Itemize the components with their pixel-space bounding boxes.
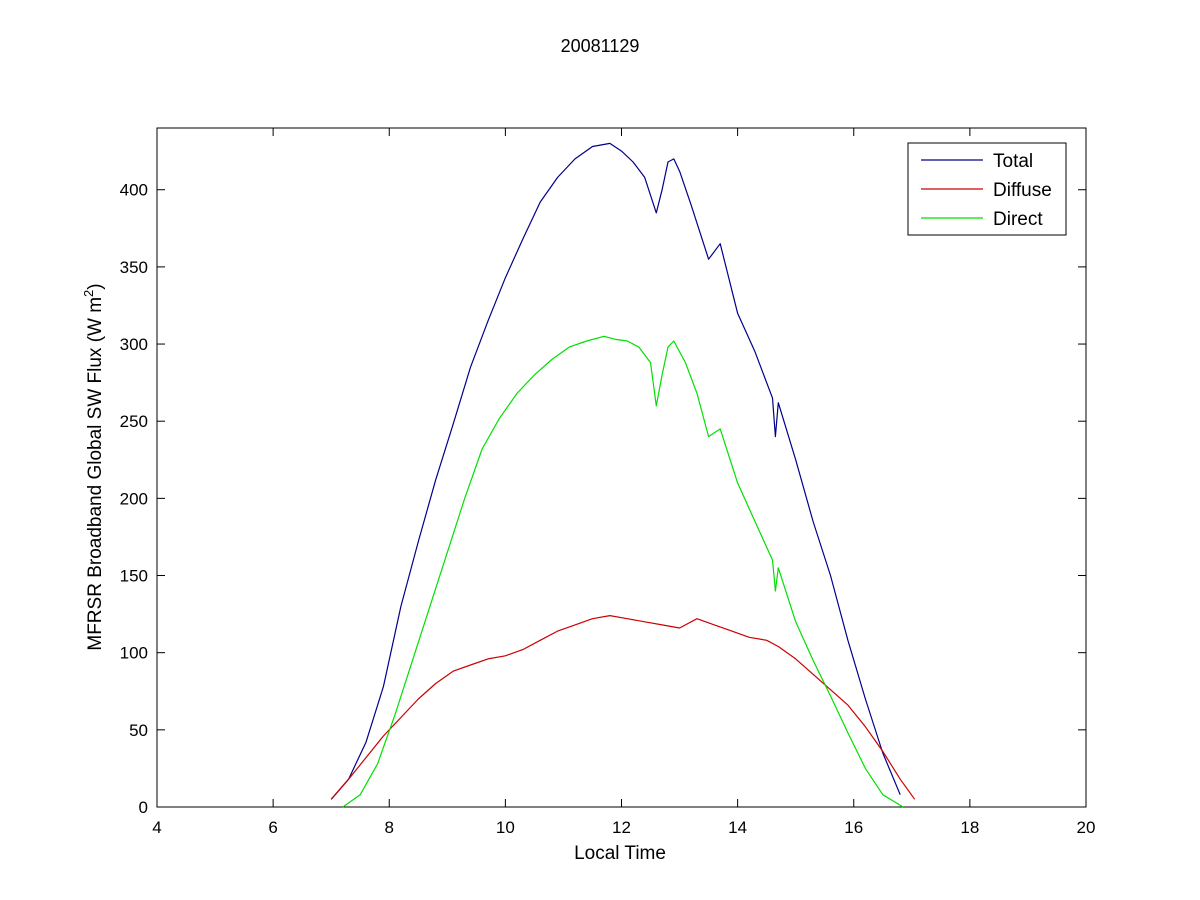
x-tick-label: 12 xyxy=(612,818,631,837)
x-tick-label: 8 xyxy=(385,818,394,837)
y-tick-label: 150 xyxy=(120,567,148,586)
x-tick-label: 4 xyxy=(152,818,161,837)
legend-label-total: Total xyxy=(993,151,1033,172)
y-tick-label: 0 xyxy=(139,798,148,817)
y-tick-label: 300 xyxy=(120,335,148,354)
series-line-direct xyxy=(342,335,904,808)
y-axis: 0 50 100 150 200 250 300 350 400 xyxy=(120,181,1086,817)
y-axis-label-superscript: 2 xyxy=(81,290,96,297)
legend-label-direct: Direct xyxy=(993,209,1043,230)
y-tick-label: 350 xyxy=(120,258,148,277)
legend: Total Diffuse Direct xyxy=(907,142,1067,236)
y-axis-label-suffix: ) xyxy=(85,283,106,289)
x-axis: 4 6 8 10 12 14 16 18 20 xyxy=(152,128,1095,837)
chart-title: 20081129 xyxy=(561,36,640,56)
series-layer xyxy=(330,142,916,808)
y-axis-label: MFRSR Broadband Global SW Flux (W m2) xyxy=(81,283,106,650)
x-axis-label: Local Time xyxy=(574,843,666,864)
x-tick-label: 10 xyxy=(496,818,515,837)
x-tick-label: 14 xyxy=(728,818,747,837)
y-tick-label: 50 xyxy=(129,721,148,740)
x-tick-label: 6 xyxy=(268,818,277,837)
x-tick-label: 18 xyxy=(960,818,979,837)
y-axis-label-prefix: MFRSR Broadband Global SW Flux (W m xyxy=(85,297,106,651)
x-tick-label: 16 xyxy=(844,818,863,837)
y-tick-label: 400 xyxy=(120,181,148,200)
series-line-total xyxy=(330,142,901,800)
y-tick-label: 100 xyxy=(120,644,148,663)
series-line-diffuse xyxy=(330,614,916,800)
y-tick-label: 200 xyxy=(120,489,148,508)
y-tick-label: 250 xyxy=(120,412,148,431)
plot-area xyxy=(156,127,1087,808)
legend-label-diffuse: Diffuse xyxy=(993,180,1052,201)
x-tick-label: 20 xyxy=(1077,818,1096,837)
